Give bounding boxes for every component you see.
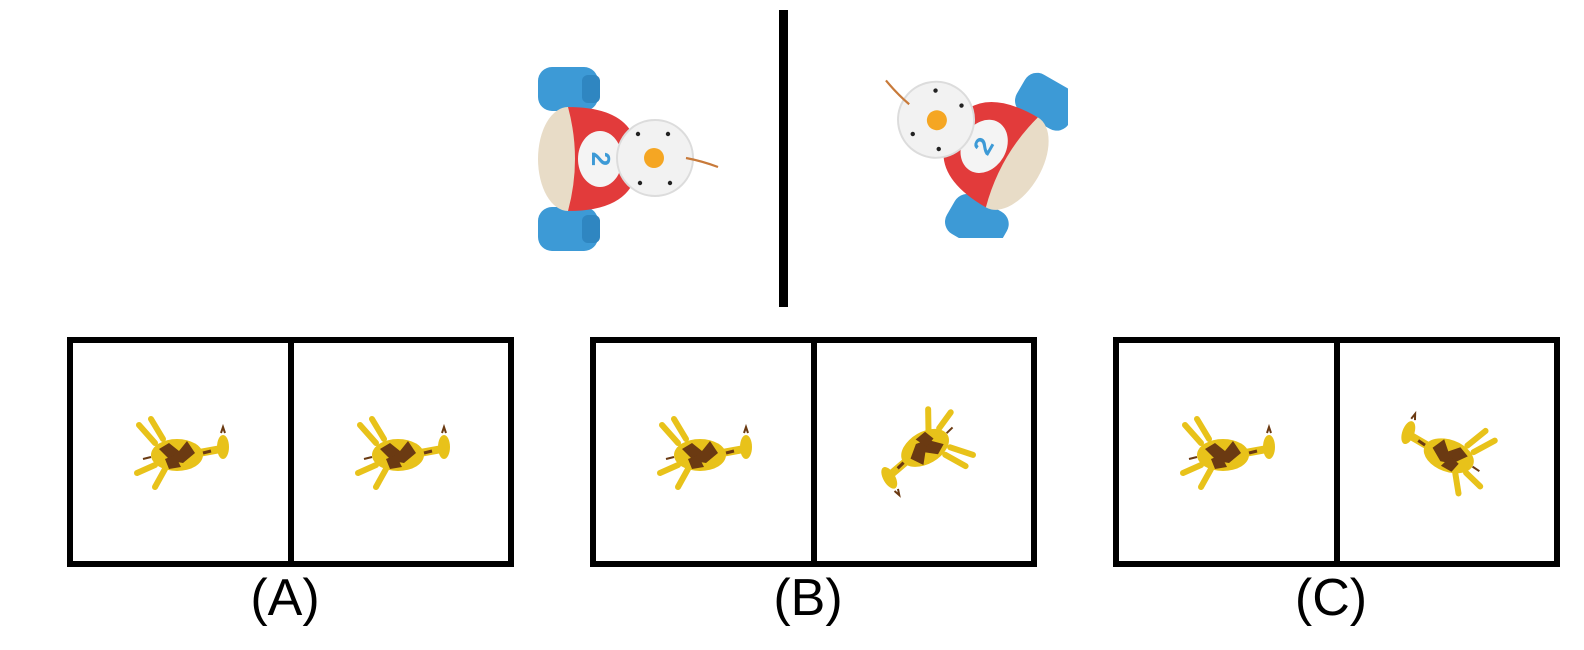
giraffe-image: [869, 407, 979, 497]
option-a-right-cell: [287, 343, 509, 561]
option-b-right-cell: [810, 343, 1032, 561]
reference-right-toy: 2: [858, 28, 1068, 238]
option-c-right-cell: [1333, 343, 1555, 561]
option-c-label[interactable]: (C): [1294, 569, 1368, 627]
option-a-label[interactable]: (A): [250, 569, 320, 627]
option-b-label[interactable]: (B): [773, 569, 843, 627]
option-b-left-cell: [596, 343, 811, 561]
option-a-left-cell: [73, 343, 288, 561]
giraffe-image: [1392, 407, 1502, 497]
option-c-left-cell: [1119, 343, 1334, 561]
vertical-divider: [779, 10, 788, 307]
giraffe-image: [648, 407, 758, 497]
giraffe-image: [125, 407, 235, 497]
giraffe-image: [346, 407, 456, 497]
option-a-box[interactable]: [67, 337, 514, 567]
toy-car-snowman-left: 2: [538, 67, 719, 251]
reference-left-toy: 2: [520, 55, 730, 265]
giraffe-image: [1171, 407, 1281, 497]
option-b-box[interactable]: [590, 337, 1037, 567]
car-number: 2: [586, 152, 616, 166]
option-c-box[interactable]: [1113, 337, 1560, 567]
toy-car-snowman-right: 2: [885, 72, 1068, 238]
